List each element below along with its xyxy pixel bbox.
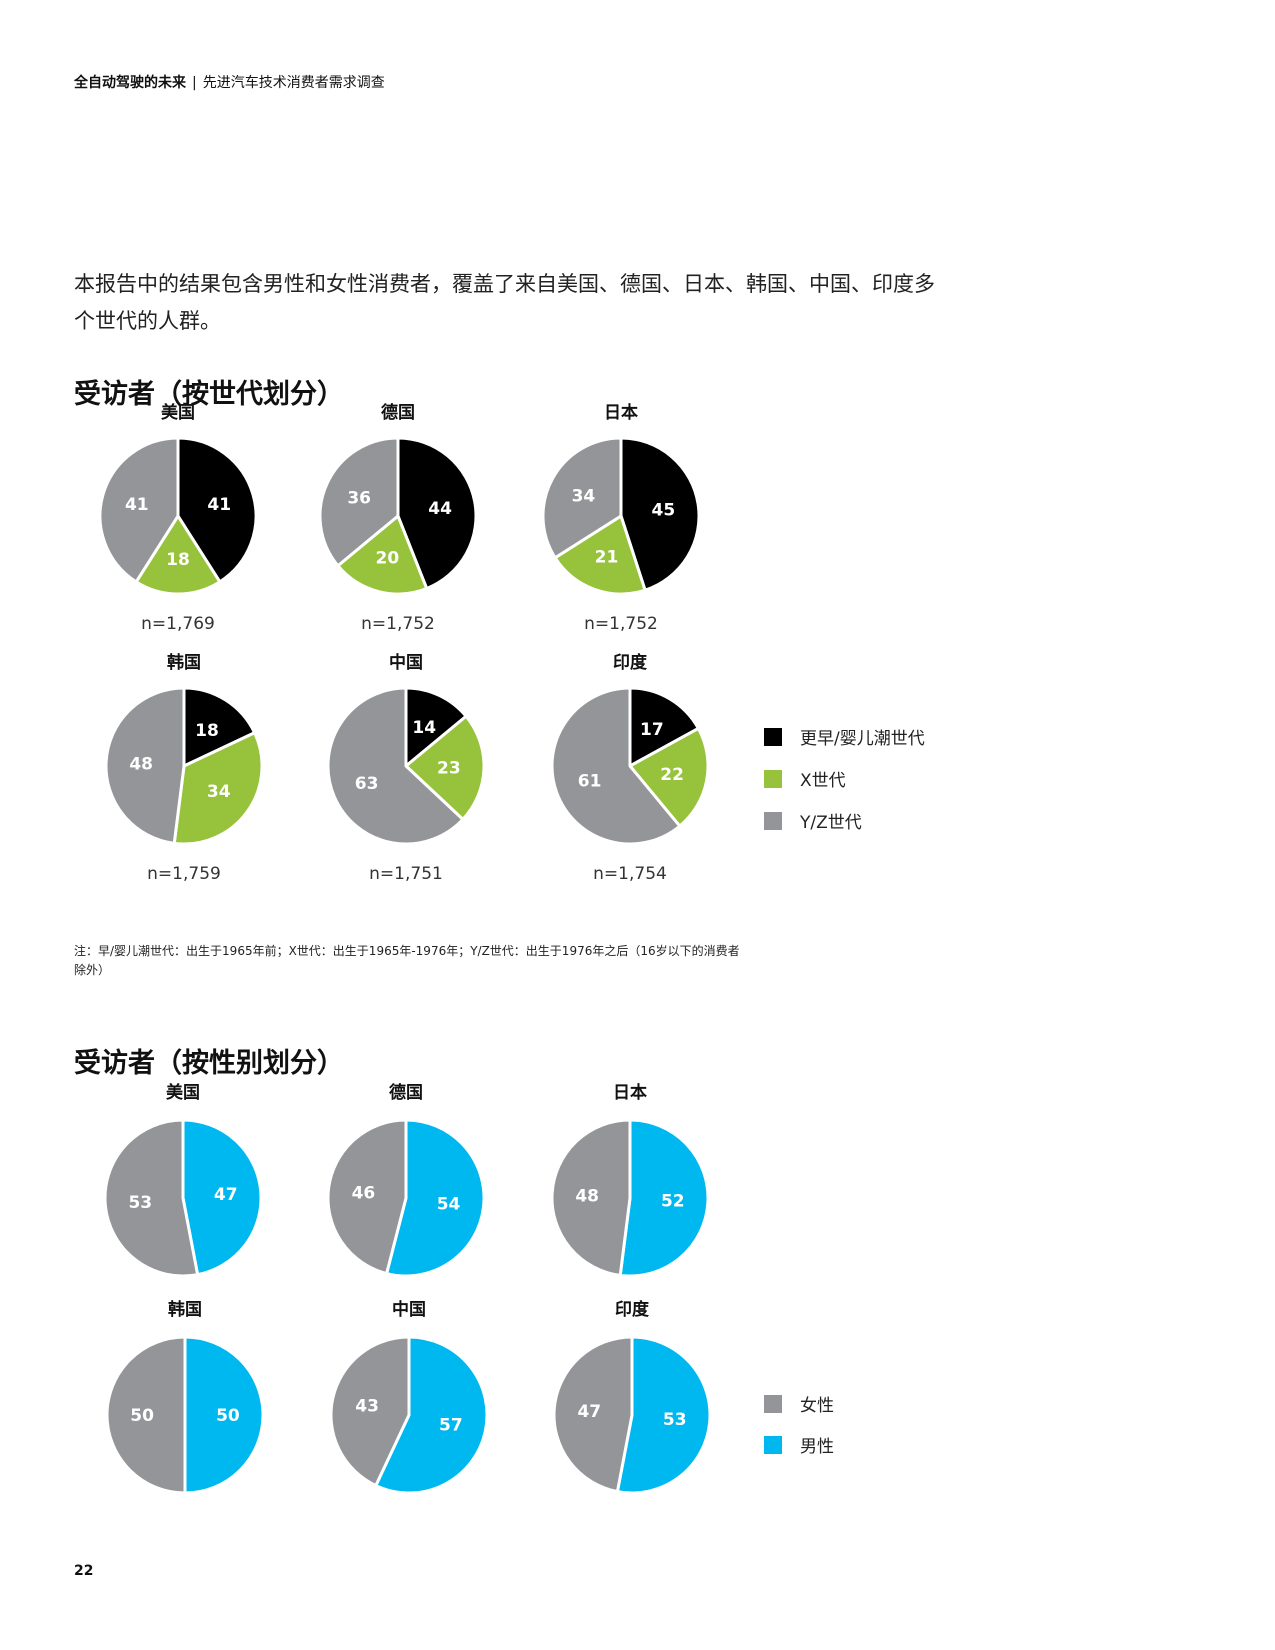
pie-slice-female	[105, 1335, 187, 1495]
pie-slice-genx	[172, 731, 264, 846]
pie-slice-genyz	[541, 436, 623, 560]
section-title-generation: 受访者（按世代划分）	[74, 379, 344, 410]
pie-slice-male	[183, 1335, 265, 1495]
country-label: 美国	[161, 402, 195, 423]
page-number: 22	[74, 1563, 94, 1579]
data-label-genx: 18	[166, 550, 190, 570]
country-label: 印度	[613, 652, 648, 673]
pie-slice-male	[385, 1118, 486, 1278]
pie-slice-female	[329, 1335, 411, 1488]
pie-slice-genyz	[98, 436, 180, 584]
pie-slice-male	[615, 1335, 712, 1495]
legend-genyz-label: Y/Z世代	[799, 813, 862, 833]
data-label-male: 47	[214, 1185, 238, 1205]
country-label: 德国	[389, 1082, 423, 1103]
pie-slice-genyz	[104, 686, 186, 845]
legend-genyz-swatch	[764, 812, 782, 830]
pie-slice-genyz	[550, 686, 682, 846]
data-label-genx: 20	[375, 549, 399, 569]
pie-slice-female	[326, 1118, 408, 1276]
data-label-genx: 22	[660, 765, 684, 785]
section-title-gender: 受访者（按性别划分）	[74, 1048, 344, 1079]
data-label-boomer: 45	[652, 500, 676, 520]
data-label-female: 46	[352, 1184, 376, 1204]
legend-genx-label: X世代	[800, 771, 846, 791]
country-label: 中国	[392, 1299, 426, 1320]
country-label: 韩国	[168, 1299, 202, 1320]
sample-size-label: n=1,752	[584, 614, 658, 634]
pie-slice-genx	[404, 714, 486, 821]
intro-paragraph: 本报告中的结果包含男性和女性消费者，覆盖了来自美国、德国、日本、韩国、中国、印度…	[74, 272, 935, 333]
data-label-female: 53	[128, 1193, 152, 1213]
data-label-boomer: 17	[640, 720, 664, 740]
pie-slice-female	[552, 1335, 634, 1494]
data-label-female: 48	[575, 1186, 599, 1206]
data-label-genyz: 34	[572, 486, 596, 506]
country-label: 中国	[389, 652, 423, 673]
report-subtitle: 先进汽车技术消费者需求调查	[202, 75, 385, 91]
data-label-male: 57	[439, 1415, 463, 1435]
data-label-genyz: 63	[355, 774, 379, 794]
legend-female-swatch	[764, 1395, 782, 1413]
data-label-genyz: 36	[347, 489, 371, 509]
footnote: 注：早/婴儿潮世代：出生于1965年前；X世代：出生于1965年-1976年；Y…	[74, 944, 740, 977]
data-label-male: 53	[663, 1410, 687, 1430]
pie-slice-female	[103, 1118, 200, 1278]
country-label: 韩国	[167, 652, 201, 673]
data-label-genx: 34	[207, 782, 231, 802]
pie-slice-genyz	[326, 686, 465, 846]
pie-slice-boomer	[628, 686, 700, 768]
data-label-male: 52	[661, 1192, 685, 1212]
pie-slice-boomer	[396, 436, 478, 591]
pie-slice-genx	[628, 726, 710, 828]
data-label-male: 54	[437, 1194, 461, 1214]
legend-female-label: 女性	[800, 1396, 834, 1416]
sample-size-label: n=1,751	[369, 864, 443, 884]
legend-male-label: 男性	[800, 1437, 834, 1457]
legend-genx-swatch	[764, 770, 782, 788]
data-label-genyz: 41	[125, 495, 149, 515]
data-label-female: 50	[130, 1406, 154, 1426]
data-label-genx: 21	[595, 547, 619, 567]
sample-size-label: n=1,759	[147, 864, 221, 884]
pie-slice-male	[181, 1118, 263, 1277]
pie-slice-male	[374, 1335, 489, 1495]
report-title: 全自动驾驶的未来	[74, 75, 186, 91]
country-label: 美国	[166, 1082, 200, 1103]
header-separator: |	[192, 75, 197, 91]
data-label-genyz: 48	[129, 754, 153, 774]
pie-slice-boomer	[619, 436, 701, 592]
pie-slice-genx	[134, 514, 222, 596]
pie-slice-boomer	[404, 686, 468, 768]
sample-size-label: n=1,752	[361, 614, 435, 634]
pie-slice-genx	[553, 514, 647, 596]
legend-boomer-label: 更早/婴儿潮世代	[800, 729, 925, 749]
pie-slice-genyz	[318, 436, 400, 568]
data-label-genx: 23	[437, 758, 461, 778]
pie-slice-male	[618, 1118, 710, 1278]
report-header: 全自动驾驶的未来 | 先进汽车技术消费者需求调查	[74, 72, 385, 92]
legend-boomer-swatch	[764, 728, 782, 746]
data-label-boomer: 44	[428, 499, 452, 519]
sample-size-label: n=1,769	[141, 614, 215, 634]
data-label-female: 43	[355, 1397, 379, 1417]
sample-size-label: n=1,754	[593, 864, 667, 884]
country-label: 德国	[381, 402, 415, 423]
data-label-male: 50	[216, 1406, 240, 1426]
pie-slice-genx	[336, 514, 429, 596]
pie-slice-boomer	[182, 686, 257, 768]
data-label-genyz: 61	[578, 772, 602, 792]
country-label: 日本	[613, 1082, 647, 1103]
pie-slice-female	[550, 1118, 632, 1277]
data-label-boomer: 14	[412, 718, 436, 738]
legend-male-swatch	[764, 1436, 782, 1454]
data-label-boomer: 41	[207, 495, 231, 515]
country-label: 日本	[604, 402, 638, 423]
data-label-female: 47	[577, 1402, 601, 1422]
data-label-boomer: 18	[195, 721, 219, 741]
country-label: 印度	[615, 1299, 650, 1320]
